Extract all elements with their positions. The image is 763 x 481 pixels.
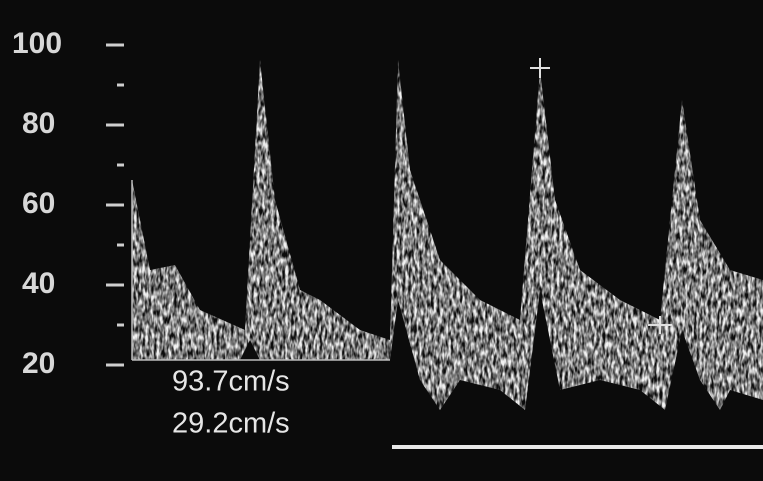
spectral-trace <box>132 60 763 410</box>
scale-label: 80 <box>22 107 55 140</box>
scale-ticks <box>106 43 124 367</box>
waveform <box>131 60 763 410</box>
scale-labels: 100 80 60 40 20 <box>12 27 62 380</box>
measurement: 29.2cm/s <box>172 408 290 440</box>
scale-label: 60 <box>22 187 55 220</box>
scale-label: 100 <box>12 27 62 60</box>
peak-cursor <box>530 58 550 78</box>
measurement: 93.7cm/s <box>172 366 290 398</box>
scale-label: 40 <box>22 267 55 300</box>
baseline <box>131 180 390 361</box>
scale-label: 20 <box>22 347 55 380</box>
end-diastolic-cursor <box>648 316 672 334</box>
